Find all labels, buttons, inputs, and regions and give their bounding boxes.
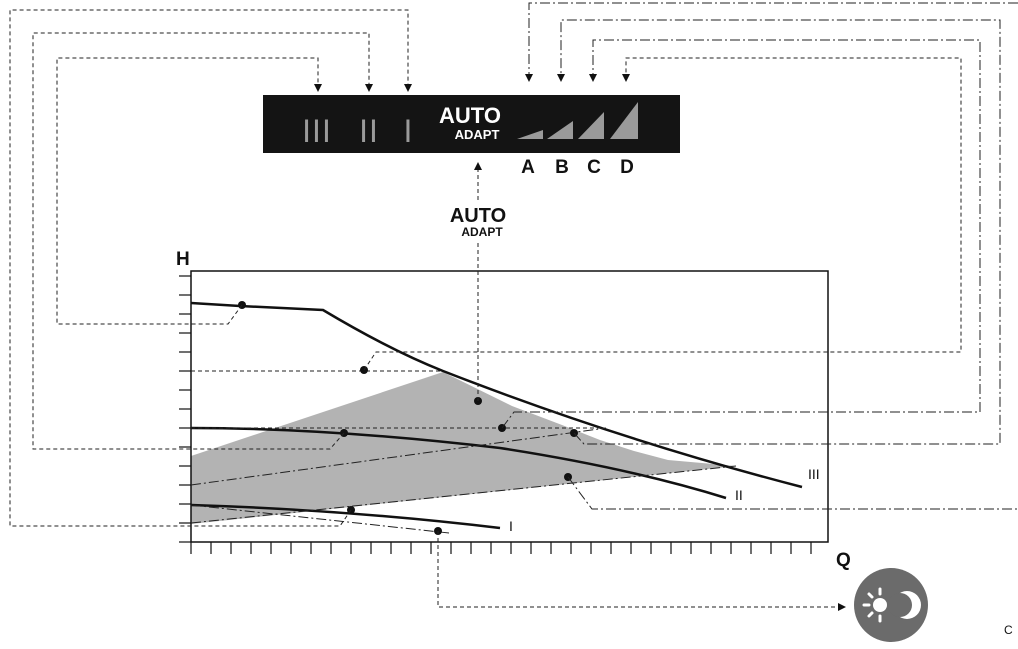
connector-night bbox=[437, 531, 840, 608]
arrow-night bbox=[838, 603, 846, 611]
mode-i-label: I bbox=[404, 113, 413, 149]
curve-i-label: I bbox=[509, 518, 513, 534]
arrow-mode-iii bbox=[314, 84, 322, 92]
pressure-bar-a bbox=[517, 130, 543, 139]
curve-i bbox=[190, 503, 501, 530]
connector-b bbox=[560, 19, 1001, 445]
mode-ii-label: II bbox=[359, 113, 379, 149]
arrow-c bbox=[589, 74, 597, 82]
panel-auto-sub: ADAPT bbox=[455, 127, 500, 142]
x-axis-ticks bbox=[190, 542, 812, 554]
arrow-d bbox=[622, 74, 630, 82]
curve-ii-label: II bbox=[735, 487, 743, 503]
arrow-auto-adapt bbox=[474, 162, 482, 170]
proportional-line-c bbox=[190, 427, 607, 486]
auto-callout-title: AUTO bbox=[450, 205, 506, 227]
proportional-line-b bbox=[190, 465, 737, 524]
graph-frame bbox=[190, 270, 829, 543]
arrow-mode-ii bbox=[365, 84, 373, 92]
night-setback-icon bbox=[854, 568, 928, 642]
panel-auto-title: AUTO bbox=[439, 103, 501, 128]
connector-a bbox=[567, 476, 1018, 510]
connector-mode-i bbox=[9, 9, 409, 527]
connector-mode-ii bbox=[32, 32, 370, 450]
mode-iii-label: III bbox=[302, 113, 332, 149]
arrow-b bbox=[557, 74, 565, 82]
pressure-label-c: C bbox=[587, 157, 601, 178]
y-axis-label: H bbox=[176, 249, 190, 270]
curve-ii bbox=[190, 426, 727, 500]
pressure-label-d: D bbox=[620, 157, 634, 178]
corner-label: C bbox=[1004, 623, 1013, 637]
connector-c bbox=[501, 39, 981, 429]
auto-callout-sub: ADAPT bbox=[461, 225, 503, 239]
proportional-line-a bbox=[190, 504, 450, 534]
pressure-label-b: B bbox=[555, 157, 569, 178]
y-axis-ticks bbox=[179, 275, 191, 543]
pressure-label-a: A bbox=[521, 157, 535, 178]
pressure-bar-b bbox=[547, 121, 573, 139]
arrow-a bbox=[525, 74, 533, 82]
connector-a-top bbox=[528, 2, 1018, 76]
control-panel bbox=[263, 95, 680, 153]
pressure-bar-d bbox=[610, 102, 638, 139]
curve-iii-label: III bbox=[808, 466, 820, 482]
x-axis-label: Q bbox=[836, 550, 851, 571]
pressure-bar-c bbox=[578, 112, 604, 139]
arrow-mode-i bbox=[404, 84, 412, 92]
